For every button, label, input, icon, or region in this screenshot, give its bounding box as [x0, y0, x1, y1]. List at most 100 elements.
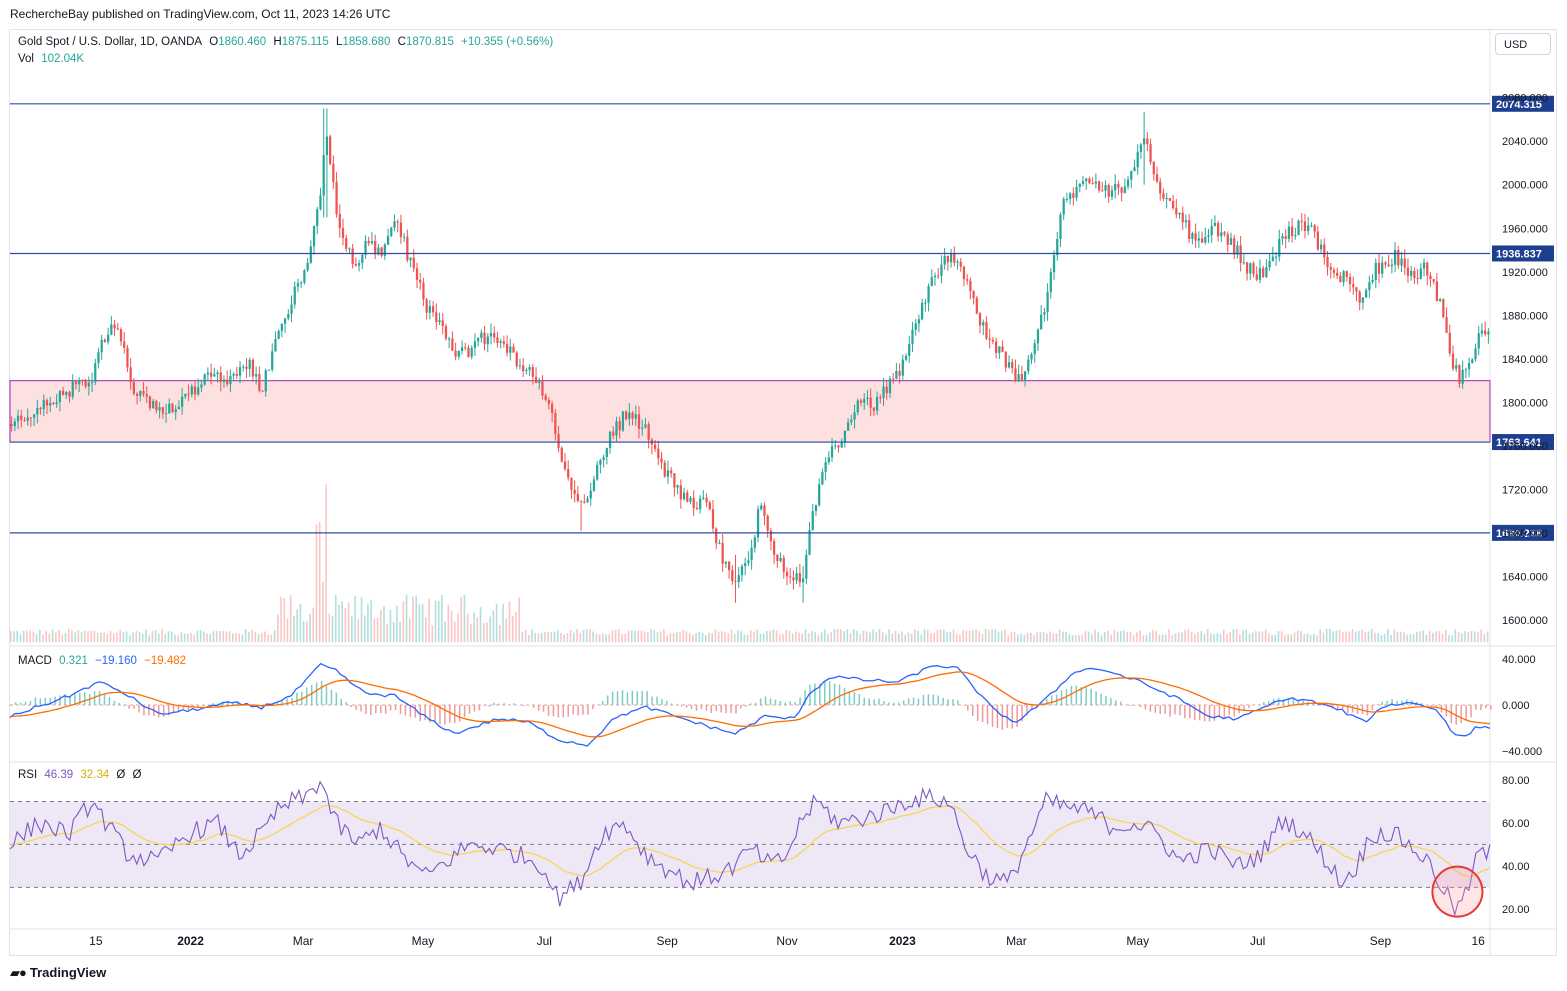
volume-bar — [1174, 633, 1177, 642]
candle-body — [563, 461, 567, 470]
candle-body — [20, 415, 23, 420]
volume-bar — [528, 634, 530, 642]
volume-bar — [556, 630, 559, 642]
volume-bar — [296, 609, 298, 642]
time-tick-label: May — [412, 934, 435, 948]
macd-histogram-bar — [685, 705, 688, 708]
candle-body — [1017, 374, 1020, 382]
candle-body — [1065, 198, 1069, 200]
volume-bar — [1187, 629, 1190, 642]
candle-body — [383, 244, 386, 256]
volume-bar — [1017, 634, 1019, 642]
vol-value: 102.04K — [41, 53, 85, 65]
macd-histogram-bar — [1149, 705, 1152, 712]
candle-body — [1046, 291, 1049, 313]
volume-bar — [1483, 634, 1486, 642]
candle-body — [1081, 181, 1085, 184]
tradingview-brand[interactable]: ▰● TradingView — [10, 965, 106, 981]
rsi-oversold-highlight-circle — [1431, 865, 1484, 918]
macd-histogram-bar — [1465, 705, 1467, 722]
candle-body — [830, 446, 834, 458]
macd-histogram-bar — [236, 701, 239, 705]
volume-legend[interactable]: Vol 102.04K — [18, 53, 88, 65]
candle-body — [872, 407, 875, 411]
candle-body — [164, 413, 168, 415]
candle-body — [139, 391, 142, 396]
volume-bar — [67, 628, 70, 642]
macd-histogram-bar — [967, 705, 969, 711]
volume-bar — [1103, 632, 1106, 642]
volume-bar — [434, 600, 437, 642]
volume-bar — [470, 623, 472, 642]
volume-bar — [392, 621, 395, 642]
candle-body — [975, 298, 978, 314]
candle-body — [113, 324, 116, 329]
symbol-legend[interactable]: Gold Spot / U.S. Dollar, 1D, OANDA O1860… — [18, 36, 557, 48]
candle-body — [248, 359, 251, 369]
candle-body — [84, 380, 87, 387]
candle-body — [554, 413, 557, 435]
volume-bar — [428, 599, 430, 642]
candle-body — [1101, 190, 1104, 192]
macd-histogram-bar — [690, 705, 693, 710]
candle-body — [1040, 314, 1043, 330]
volume-bar — [608, 634, 611, 642]
candle-body — [161, 407, 164, 414]
macd-histogram-bar — [745, 705, 747, 707]
candle-body — [1384, 262, 1387, 265]
candle-body — [316, 209, 319, 227]
candle-body — [283, 318, 287, 324]
macd-histogram-bar — [1095, 691, 1097, 705]
candle-body — [699, 498, 702, 510]
rsi-legend[interactable]: RSI 46.39 32.34 Ø Ø — [18, 769, 145, 781]
volume-bar — [676, 631, 678, 642]
time-tick-label: Mar — [293, 934, 314, 948]
volume-bar — [1399, 631, 1402, 642]
candle-body — [801, 578, 805, 583]
candle-body — [1188, 220, 1191, 239]
macd-histogram-bar — [740, 705, 742, 709]
macd-histogram-bar — [532, 705, 535, 708]
volume-bar — [708, 632, 710, 642]
currency-button[interactable]: USD — [1495, 33, 1551, 55]
volume-bar — [1255, 630, 1257, 642]
candle-body — [827, 457, 830, 463]
candle-body — [206, 372, 209, 375]
macd-histogram-bar — [878, 698, 880, 705]
volume-bar — [1084, 630, 1087, 642]
volume-bar — [885, 634, 887, 642]
candle-body — [750, 547, 753, 561]
candle-body — [293, 286, 296, 305]
macd-histogram-bar — [799, 697, 801, 705]
volume-bar — [145, 629, 147, 642]
candle-body — [396, 221, 399, 223]
volume-bar — [846, 629, 849, 642]
volume-bar — [756, 629, 759, 642]
candle-body — [1355, 287, 1358, 292]
volume-bar — [1296, 630, 1299, 642]
candle-body — [1432, 279, 1435, 282]
candle-body — [1313, 225, 1316, 232]
volume-bar — [283, 598, 286, 642]
volume-bar — [1113, 629, 1116, 642]
candle-body — [377, 247, 380, 255]
volume-bar — [579, 632, 582, 642]
macd-histogram-bar — [1243, 705, 1245, 710]
macd-histogram-bar — [1228, 705, 1231, 716]
volume-bar — [135, 631, 138, 642]
volume-bar — [64, 632, 67, 642]
macd-histogram-bar — [1420, 703, 1423, 705]
macd-histogram-bar — [843, 688, 846, 705]
candle-body — [1204, 236, 1207, 243]
macd-histogram-bar — [912, 697, 915, 705]
macd-legend[interactable]: MACD 0.321 −19.160 −19.482 — [18, 655, 190, 667]
candle-body — [1181, 212, 1184, 223]
volume-bar — [1432, 632, 1434, 642]
candle-body — [1413, 271, 1416, 279]
volume-bar — [1416, 631, 1418, 642]
volume-bar — [1313, 633, 1315, 642]
macd-histogram-bar — [883, 701, 885, 705]
volume-bar — [1190, 631, 1193, 642]
macd-histogram-bar — [873, 699, 875, 705]
